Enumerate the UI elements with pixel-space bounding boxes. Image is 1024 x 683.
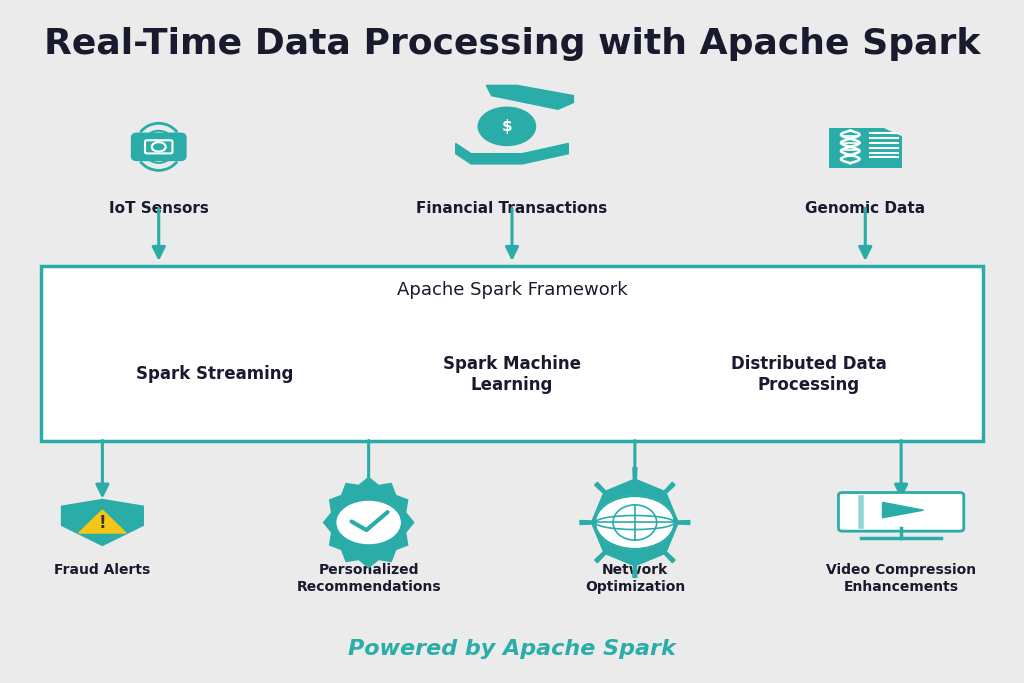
Text: Video Compression
Enhancements: Video Compression Enhancements (826, 563, 976, 594)
Text: Distributed Data
Processing: Distributed Data Processing (731, 355, 887, 394)
FancyBboxPatch shape (41, 266, 983, 441)
Circle shape (595, 496, 675, 549)
Text: Personalized
Recommendations: Personalized Recommendations (296, 563, 441, 594)
Polygon shape (61, 499, 143, 546)
Polygon shape (486, 85, 573, 109)
Text: Network
Optimization: Network Optimization (585, 563, 685, 594)
Text: Powered by Apache Spark: Powered by Apache Spark (348, 639, 676, 659)
FancyBboxPatch shape (828, 128, 902, 168)
Text: IoT Sensors: IoT Sensors (109, 201, 209, 217)
Text: Financial Transactions: Financial Transactions (417, 201, 607, 217)
Text: Real-Time Data Processing with Apache Spark: Real-Time Data Processing with Apache Sp… (44, 27, 980, 61)
Text: Fraud Alerts: Fraud Alerts (54, 563, 151, 577)
Text: $: $ (502, 119, 512, 134)
Text: Apache Spark Framework: Apache Spark Framework (396, 281, 628, 299)
Polygon shape (456, 143, 568, 164)
Text: Spark Machine
Learning: Spark Machine Learning (443, 355, 581, 394)
Polygon shape (324, 477, 414, 568)
Circle shape (337, 501, 400, 544)
Polygon shape (580, 468, 690, 577)
Polygon shape (79, 510, 126, 533)
Text: Genomic Data: Genomic Data (805, 201, 926, 217)
FancyBboxPatch shape (132, 134, 185, 160)
Text: Spark Streaming: Spark Streaming (136, 365, 294, 383)
FancyBboxPatch shape (839, 492, 964, 531)
Polygon shape (885, 128, 902, 135)
Circle shape (478, 107, 536, 145)
Polygon shape (883, 503, 924, 518)
Text: !: ! (98, 514, 106, 532)
FancyBboxPatch shape (145, 140, 172, 154)
